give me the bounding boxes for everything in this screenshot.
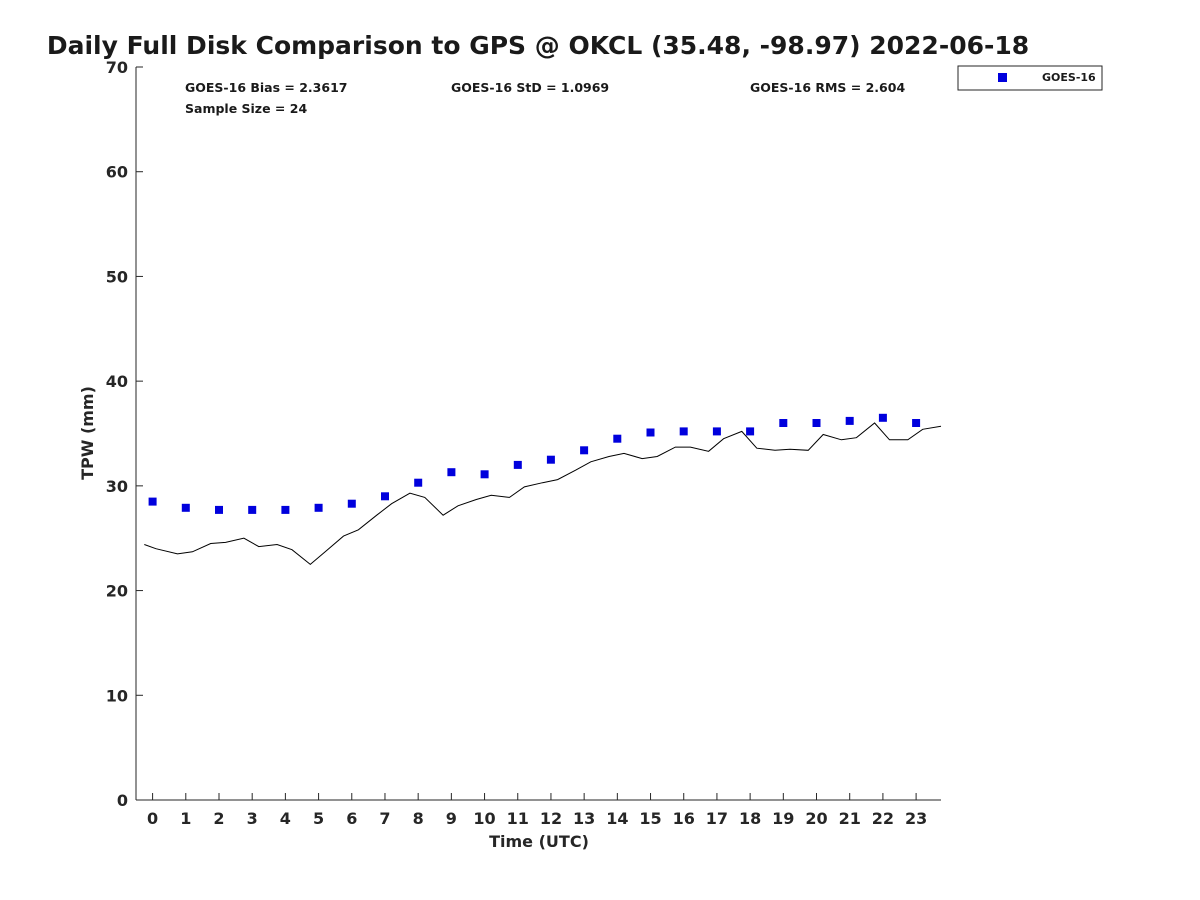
goes-16-point <box>314 503 323 512</box>
x-tick-label: 21 <box>839 809 861 828</box>
x-tick-label: 8 <box>413 809 424 828</box>
x-axis-ticks: 0 1 2 3 4 5 6 7 8 9 10 11 12 13 14 15 16 17 18 19 20 21 22 23 <box>147 793 927 828</box>
goes-16-point <box>580 446 589 455</box>
y-tick-label: 50 <box>106 267 128 286</box>
goes-16-point <box>281 505 290 514</box>
goes-16-point <box>712 427 721 436</box>
bias-annotation: GOES-16 Bias = 2.3617 <box>185 80 347 95</box>
x-tick-label: 7 <box>379 809 390 828</box>
goes-16-point <box>779 419 788 427</box>
goes-16-point <box>878 413 887 422</box>
x-tick-label: 12 <box>540 809 562 828</box>
goes-16-point <box>381 492 389 501</box>
x-tick-label: 20 <box>805 809 827 828</box>
rms-annotation: GOES-16 RMS = 2.604 <box>750 80 905 95</box>
x-tick-label: 10 <box>473 809 495 828</box>
plot-area <box>135 67 941 801</box>
x-tick-label: 18 <box>739 809 761 828</box>
x-tick-label: 4 <box>280 809 291 828</box>
goes-16-point <box>546 455 555 464</box>
goes-16-point <box>812 419 821 427</box>
x-tick-label: 17 <box>706 809 728 828</box>
legend-box <box>957 65 1103 91</box>
std-annotation: GOES-16 StD = 1.0969 <box>451 80 609 95</box>
y-tick-label: 20 <box>106 582 128 601</box>
gps-series-line <box>144 422 942 566</box>
y-tick-label: 30 <box>106 477 128 496</box>
goes-16-point <box>215 505 223 514</box>
x-tick-label: 6 <box>346 809 357 828</box>
x-tick-label: 19 <box>772 809 794 828</box>
x-axis-label: Time (UTC) <box>489 832 589 851</box>
goes-16-point <box>513 460 522 469</box>
legend-label-goes-16: GOES-16 <box>1042 71 1096 84</box>
statistics-annotations: GOES-16 Bias = 2.3617 GOES-16 StD = 1.09… <box>185 80 905 116</box>
goes-16-point <box>347 499 356 508</box>
y-tick-label: 10 <box>106 686 128 705</box>
goes-16-point <box>646 428 655 437</box>
goes-16-point <box>181 503 190 512</box>
x-tick-label: 13 <box>573 809 595 828</box>
legend-marker-goes-16 <box>998 73 1007 82</box>
x-tick-label: 15 <box>639 809 661 828</box>
x-tick-label: 3 <box>247 809 258 828</box>
y-tick-label: 70 <box>106 58 128 77</box>
x-tick-label: 11 <box>507 809 529 828</box>
goes-16-point <box>480 470 489 479</box>
y-tick-label: 60 <box>106 163 128 182</box>
goes-16-point <box>746 427 755 436</box>
goes-16-point <box>679 427 688 436</box>
x-tick-label: 14 <box>606 809 628 828</box>
x-tick-label: 1 <box>180 809 191 828</box>
y-tick-label: 0 <box>117 791 128 810</box>
x-tick-label: 23 <box>905 809 927 828</box>
y-axis-label: TPW (mm) <box>78 386 97 480</box>
legend: GOES-16 <box>957 65 1103 91</box>
goes-16-point <box>912 419 921 427</box>
goes-16-series <box>148 413 921 514</box>
goes-16-point <box>148 497 157 506</box>
goes-16-point <box>248 505 257 514</box>
x-tick-label: 5 <box>313 809 324 828</box>
goes-16-point <box>447 468 456 477</box>
x-tick-label: 22 <box>872 809 894 828</box>
goes-16-point <box>613 434 622 443</box>
chart-title: Daily Full Disk Comparison to GPS @ OKCL… <box>47 31 1029 60</box>
y-axis-ticks: 0 10 20 30 40 50 60 70 <box>106 58 143 810</box>
x-tick-label: 0 <box>147 809 158 828</box>
x-tick-label: 9 <box>446 809 457 828</box>
x-tick-label: 16 <box>673 809 695 828</box>
x-tick-label: 2 <box>213 809 224 828</box>
sample-size-annotation: Sample Size = 24 <box>185 101 307 116</box>
y-tick-label: 40 <box>106 372 128 391</box>
goes-16-point <box>414 478 423 487</box>
goes-16-point <box>845 416 854 425</box>
